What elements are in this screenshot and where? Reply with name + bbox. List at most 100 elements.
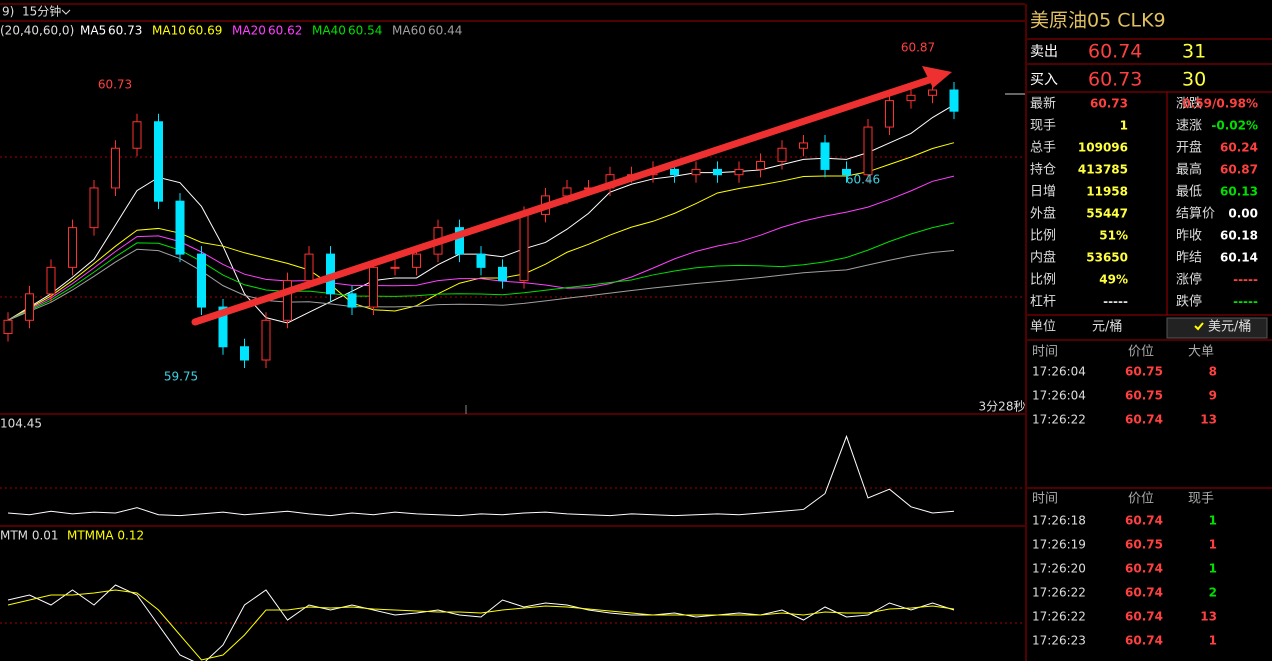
label: 11958 — [1086, 185, 1128, 199]
label: 大单 — [1188, 345, 1214, 360]
label: 日增 — [1030, 185, 1056, 200]
candle — [519, 213, 529, 282]
label: 外盘 — [1030, 206, 1056, 222]
label: 最新 — [1030, 96, 1056, 112]
mtm-line — [7, 589, 955, 661]
label: MA10 — [152, 24, 186, 38]
candle — [3, 319, 13, 335]
label: 时间 — [1032, 492, 1058, 507]
label: MA20 — [232, 24, 266, 38]
label: 104.45 — [0, 417, 42, 431]
label: 杠杆 — [1030, 294, 1056, 310]
label: 最低 — [1176, 185, 1202, 200]
candle — [412, 253, 421, 268]
label: 30 — [1182, 69, 1206, 91]
label: 最高 — [1176, 162, 1202, 178]
label: 1 — [1120, 119, 1128, 133]
label: 51% — [1099, 229, 1128, 243]
candle — [756, 160, 765, 170]
indicator-line — [7, 434, 955, 517]
label: 比例 — [1030, 273, 1056, 288]
label: 17:26:23 — [1032, 634, 1086, 648]
ma-line — [7, 222, 955, 321]
label: 总手 — [1030, 141, 1056, 156]
label: 60.46 — [846, 173, 880, 187]
label: 开盘 — [1176, 140, 1202, 156]
candle — [390, 266, 400, 269]
candle — [713, 168, 722, 176]
label: 1 — [1209, 538, 1217, 552]
chart-layer — [3, 82, 959, 368]
label: 60.73 — [98, 78, 132, 92]
label: 13 — [1200, 413, 1217, 427]
period-select[interactable]: 15分钟 — [22, 4, 61, 19]
label: 0.59/0.98% — [1182, 97, 1258, 111]
check-icon — [1194, 322, 1204, 331]
label: 60.73 — [108, 24, 142, 38]
candle — [218, 306, 228, 348]
label: 60.44 — [428, 24, 462, 38]
candle — [476, 253, 486, 268]
candle — [562, 187, 572, 197]
candle — [89, 187, 99, 229]
label: MA40 — [312, 24, 346, 38]
label: -0.02% — [1211, 119, 1258, 133]
label: 美元/桶 — [1208, 320, 1251, 335]
candle — [261, 319, 271, 361]
label: 速涨 — [1176, 119, 1202, 134]
label: 价位 — [1128, 345, 1154, 360]
label: 现手 — [1188, 492, 1214, 507]
unit-button[interactable] — [1166, 317, 1268, 339]
candle — [906, 94, 916, 102]
label: 17:26:18 — [1032, 514, 1086, 528]
label: 单位 — [1030, 320, 1056, 335]
label: 49% — [1099, 273, 1128, 287]
label: 涨跌 — [1176, 96, 1202, 112]
dropdown-icon — [61, 9, 71, 15]
candle — [197, 253, 206, 308]
label: 1 — [1209, 562, 1217, 576]
ma-line — [7, 248, 955, 321]
label: 美原油05 CLK9 — [1030, 10, 1166, 32]
label: 60.73 — [1090, 97, 1128, 111]
candle — [175, 200, 185, 255]
toolbar-text: 9) — [2, 5, 14, 19]
label: 昨收 — [1176, 229, 1202, 244]
label: 13 — [1200, 610, 1217, 624]
candle — [863, 126, 873, 176]
candle — [799, 142, 808, 149]
candle — [347, 293, 357, 308]
candle — [928, 89, 937, 96]
label: 60.54 — [348, 24, 382, 38]
label: 17:26:22 — [1032, 413, 1086, 427]
label: 元/桶 — [1092, 320, 1122, 335]
label: MTMMA 0.12 — [67, 529, 144, 543]
label: 60.69 — [188, 24, 222, 38]
label: ----- — [1233, 295, 1258, 309]
candle — [842, 168, 851, 176]
label: (20,40,60,0) — [0, 24, 74, 38]
label: 60.75 — [1125, 365, 1163, 379]
candle — [25, 293, 34, 321]
label: 昨结 — [1176, 251, 1202, 266]
label: 2 — [1209, 586, 1217, 600]
label: 109096 — [1078, 141, 1128, 155]
label: 买入 — [1030, 72, 1058, 88]
label: 17:26:19 — [1032, 538, 1086, 552]
label: 60.74 — [1125, 413, 1163, 427]
candle — [154, 121, 163, 202]
candle — [455, 227, 464, 255]
label: 60.24 — [1220, 141, 1258, 155]
label: 60.74 — [1125, 562, 1163, 576]
trend-arrow — [191, 74, 939, 326]
candle — [498, 266, 507, 282]
label: 8 — [1209, 365, 1217, 379]
label: ----- — [1103, 295, 1128, 309]
label: 现手 — [1030, 119, 1056, 134]
candle — [691, 168, 701, 176]
label: 9 — [1209, 389, 1217, 403]
candle — [68, 227, 77, 268]
label: MA5 — [80, 24, 106, 38]
